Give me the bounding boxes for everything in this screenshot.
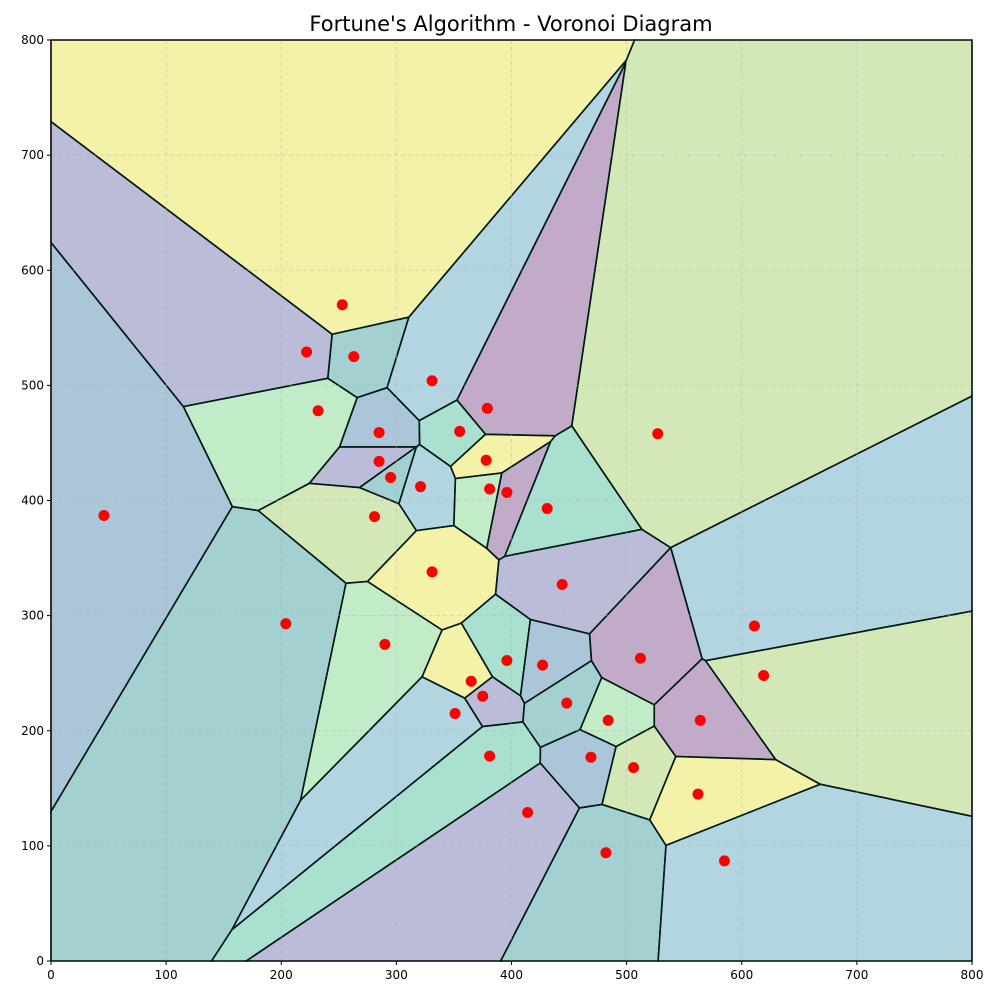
x-axis: 0 100 200 300 400 500 600 700 800 (47, 961, 983, 982)
y-tick-label: 800 (21, 33, 44, 47)
site-point (98, 509, 110, 521)
x-tick-label: 500 (615, 968, 638, 982)
site-point (501, 486, 513, 498)
site-point (385, 471, 397, 483)
site-point (561, 697, 573, 709)
site-point (465, 675, 477, 687)
x-tick-label: 600 (730, 968, 753, 982)
y-tick-label: 700 (21, 148, 44, 162)
site-point (748, 620, 760, 632)
site-point (336, 299, 348, 311)
site-point (379, 638, 391, 650)
site-point (415, 481, 427, 493)
chart-title: Fortune's Algorithm - Voronoi Diagram (309, 12, 712, 36)
x-tick-label: 700 (845, 968, 868, 982)
x-tick-label: 300 (385, 968, 408, 982)
y-tick-label: 500 (21, 378, 44, 392)
site-point (373, 455, 385, 467)
site-point (537, 659, 549, 671)
x-tick-label: 400 (500, 968, 523, 982)
site-points (98, 299, 770, 867)
site-point (477, 690, 489, 702)
site-point (634, 652, 646, 664)
site-point (484, 483, 496, 495)
y-tick-label: 0 (36, 954, 44, 968)
site-point (692, 788, 704, 800)
site-point (522, 806, 534, 818)
x-tick-label: 200 (270, 968, 293, 982)
site-point (426, 375, 438, 387)
site-point (501, 655, 513, 667)
x-tick-label: 0 (47, 968, 55, 982)
y-tick-label: 200 (21, 724, 44, 738)
site-point (301, 346, 313, 358)
site-point (628, 762, 640, 774)
y-axis: 0 100 200 300 400 500 600 700 800 (21, 33, 51, 968)
site-point (541, 503, 553, 515)
site-point (585, 751, 597, 763)
site-point (449, 707, 461, 719)
site-point (480, 454, 492, 466)
site-point (694, 714, 706, 726)
site-point (280, 618, 292, 630)
site-point (556, 579, 568, 591)
site-point (454, 425, 466, 437)
x-tick-label: 800 (961, 968, 984, 982)
voronoi-cells (50, 39, 973, 962)
site-point (602, 714, 614, 726)
site-point (758, 669, 770, 681)
site-point (600, 847, 612, 859)
site-point (373, 427, 385, 439)
site-point (426, 566, 438, 578)
site-point (718, 855, 730, 867)
site-point (652, 428, 664, 440)
y-tick-label: 400 (21, 494, 44, 508)
site-point (484, 750, 496, 762)
y-tick-label: 600 (21, 263, 44, 277)
site-point (312, 405, 324, 417)
site-point (481, 402, 493, 414)
site-point (369, 511, 381, 523)
site-point (348, 351, 360, 363)
x-tick-label: 100 (155, 968, 178, 982)
y-tick-label: 100 (21, 839, 44, 853)
y-tick-label: 300 (21, 609, 44, 623)
